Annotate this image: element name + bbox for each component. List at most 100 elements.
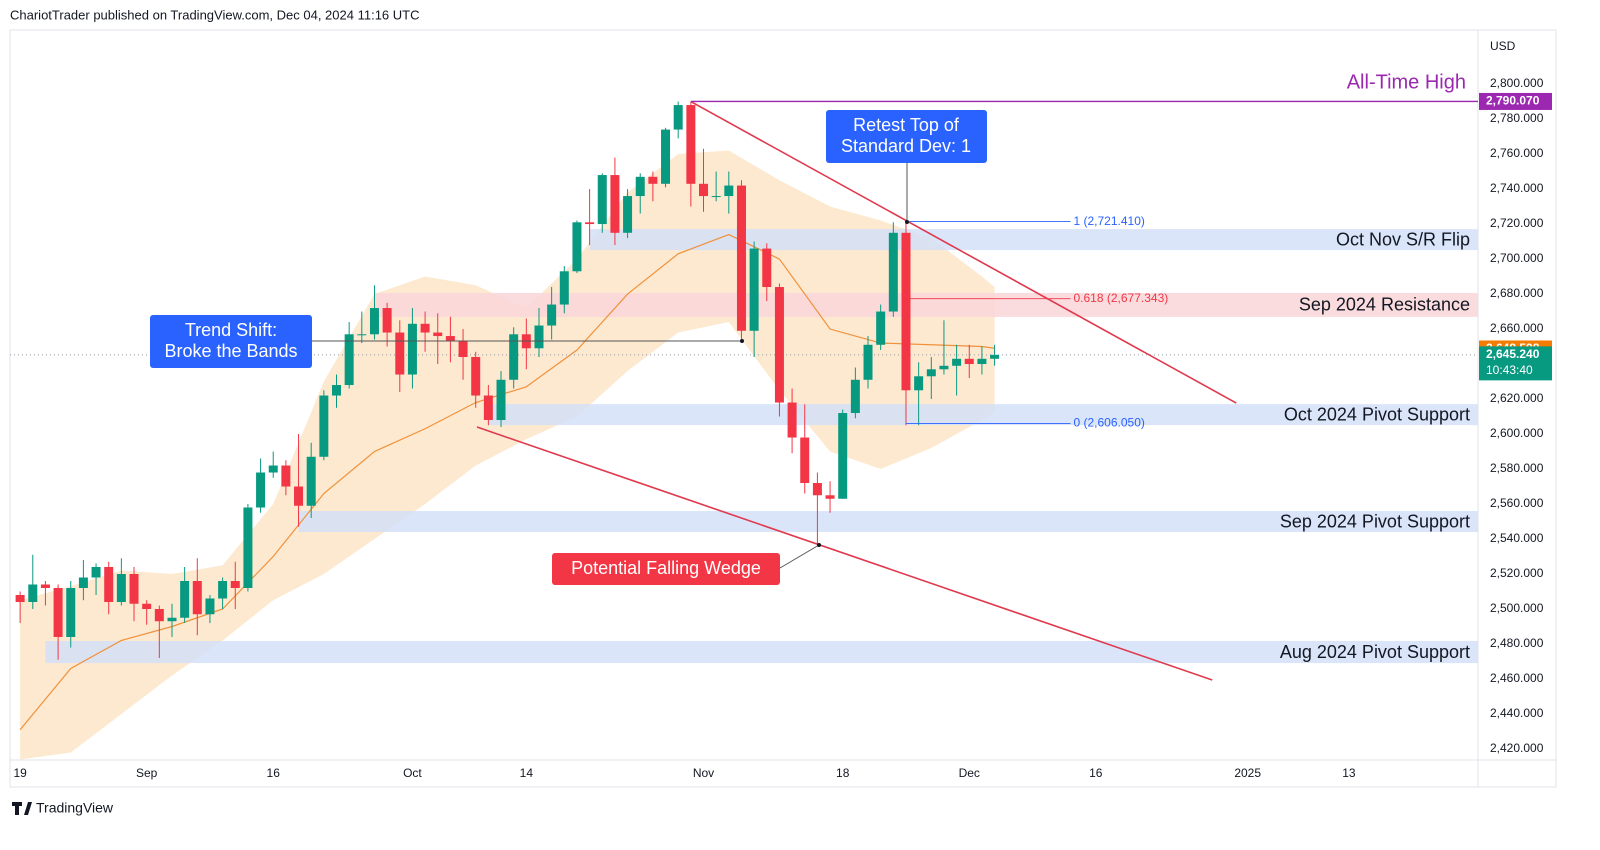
candle-body (661, 129, 671, 184)
zone (298, 511, 1478, 533)
candle-body (850, 379, 860, 414)
x-tick-label: 2025 (1234, 766, 1261, 780)
brand-logo: TradingView (12, 800, 114, 816)
axes: 2,420.000 2,440.000 2,460.000 2,480.000 2,50… (13, 76, 1552, 780)
candle-body (104, 567, 114, 602)
candle-body (585, 222, 595, 225)
callout-text: Broke the Bands (164, 341, 297, 361)
candle-body (990, 354, 1000, 359)
x-tick-label: 13 (1342, 766, 1356, 780)
candle-body (774, 287, 784, 403)
candle-body (483, 395, 493, 421)
candle-body (420, 323, 430, 333)
x-tick-label: Oct (403, 766, 422, 780)
plot-area: 1 (2,721.410) 0.618 (2,677.343) 0 (2,606.0… (10, 72, 1478, 760)
candle-body (78, 577, 88, 588)
candle-body (344, 334, 354, 386)
candle-body (736, 185, 746, 331)
candle-body (610, 175, 620, 233)
candle-body (914, 376, 924, 391)
callout-pointer (779, 544, 820, 569)
ath-label: All-Time High (1347, 72, 1466, 94)
candle-body (838, 413, 848, 499)
candle-body (623, 196, 633, 233)
y-tick-label: 2,500.000 (1490, 601, 1544, 615)
candle-body (496, 379, 506, 421)
candle-body (53, 587, 63, 637)
candle-body (509, 334, 519, 380)
callout-dot (817, 543, 821, 547)
candle-body (28, 584, 38, 602)
ath-price-tag (1479, 92, 1552, 110)
candle-body (180, 580, 190, 618)
last-price-tag (1479, 346, 1552, 381)
y-tick-label: 2,420.000 (1490, 741, 1544, 755)
callout-text: Retest Top of (853, 115, 960, 135)
candle-body (686, 105, 696, 184)
candle-body (15, 594, 25, 602)
candle-body (673, 105, 683, 130)
y-tick-label: 2,540.000 (1490, 531, 1544, 545)
candle-body (559, 271, 569, 305)
callout-text: Potential Falling Wedge (571, 558, 761, 578)
zone (488, 404, 1478, 426)
candle-body (218, 580, 228, 599)
ath-price-tag-label: 2,790.070 (1486, 94, 1540, 108)
callout-box (552, 553, 780, 585)
logo-mark (12, 802, 32, 815)
x-tick-label: 18 (836, 766, 850, 780)
candle-body (964, 358, 974, 365)
y-tick-label: 2,660.000 (1490, 321, 1544, 335)
candle-body (977, 358, 987, 365)
y-tick-label: 2,460.000 (1490, 671, 1544, 685)
candle-body (433, 332, 443, 337)
y-tick-label: 2,520.000 (1490, 566, 1544, 580)
candle-body (167, 617, 177, 622)
candle-body (547, 304, 557, 326)
candle-body (306, 456, 316, 506)
y-tick-label: 2,440.000 (1490, 706, 1544, 720)
candle-body (711, 196, 721, 198)
candle-body (825, 495, 835, 499)
zone (45, 641, 1478, 664)
candle-body (395, 332, 405, 375)
fib-label: 0 (2,606.050) (1074, 416, 1145, 430)
zone-label: Aug 2024 Pivot Support (1280, 642, 1470, 662)
x-tick-label: 16 (267, 766, 281, 780)
last-price-tag-label: 2,645.240 (1486, 347, 1540, 361)
y-tick-label: 2,580.000 (1490, 461, 1544, 475)
callout-dot (905, 220, 909, 224)
zone (589, 229, 1478, 251)
candle-body (901, 232, 911, 391)
candle-body (648, 176, 658, 184)
callout-box (826, 110, 987, 163)
x-tick-label: 14 (520, 766, 534, 780)
candle-body (876, 311, 886, 345)
candle-body (458, 341, 468, 358)
candle-body (724, 185, 734, 197)
candle-body (787, 402, 797, 438)
candle-body (332, 385, 342, 396)
candle-body (205, 598, 215, 615)
y-tick-label: 2,720.000 (1490, 216, 1544, 230)
candle-body (939, 365, 949, 370)
x-tick-label: 19 (13, 766, 27, 780)
ma-line (19, 233, 995, 731)
callout-text: Trend Shift: (185, 320, 277, 340)
y-tick-label: 2,740.000 (1490, 181, 1544, 195)
zone-label: Oct 2024 Pivot Support (1284, 404, 1470, 424)
currency: USD (1490, 39, 1516, 53)
candle-body (800, 437, 810, 484)
trend-line (690, 100, 1237, 404)
y-tick-label: 2,600.000 (1490, 426, 1544, 440)
candle-body (294, 486, 304, 506)
x-tick-label: Sep (136, 766, 158, 780)
candle-body (382, 308, 392, 333)
candle-body (445, 336, 455, 342)
candle-body (40, 584, 50, 588)
candle-body (243, 507, 253, 588)
candle-body (749, 248, 759, 331)
y-tick-label: 2,760.000 (1490, 146, 1544, 160)
